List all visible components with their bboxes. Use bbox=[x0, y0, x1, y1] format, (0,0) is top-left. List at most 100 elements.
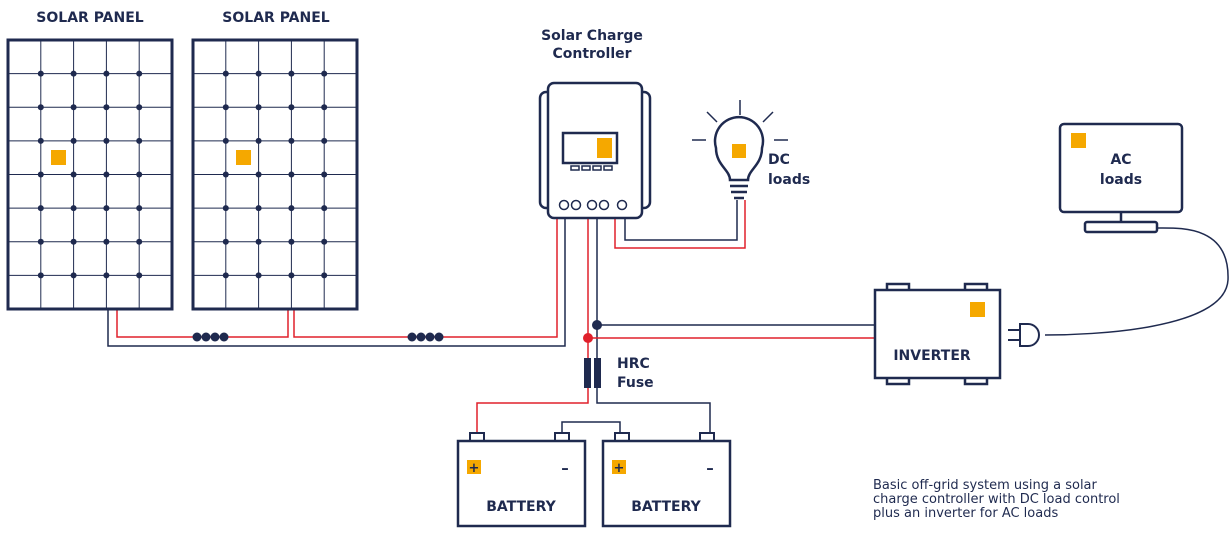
connector-bead bbox=[201, 332, 211, 342]
inverter-icon bbox=[970, 302, 985, 317]
panel-dot bbox=[37, 238, 44, 245]
panel-dot bbox=[70, 205, 77, 212]
panel-dot bbox=[136, 205, 143, 212]
terminal bbox=[598, 199, 610, 211]
panel-dot bbox=[103, 205, 110, 212]
caption: Basic off-grid system using a solar bbox=[873, 478, 1098, 493]
panel-dot bbox=[288, 272, 295, 279]
panel-dot bbox=[288, 104, 295, 111]
ac-cable bbox=[1044, 227, 1229, 336]
ac-load-icon bbox=[1071, 133, 1086, 148]
negative-sign: – bbox=[706, 459, 714, 477]
panel-dot bbox=[255, 104, 262, 111]
junction bbox=[583, 333, 593, 343]
controller-label: Solar Charge bbox=[541, 28, 643, 44]
panel-dot bbox=[255, 272, 262, 279]
panels bbox=[6, 38, 444, 342]
wire bbox=[476, 388, 589, 438]
panel-dot bbox=[321, 137, 328, 144]
panel-dot bbox=[37, 137, 44, 144]
button bbox=[570, 165, 580, 171]
panel-dot bbox=[222, 70, 229, 77]
panel-dot bbox=[103, 272, 110, 279]
caption: charge controller with DC load control bbox=[873, 492, 1120, 507]
panel-dot bbox=[103, 104, 110, 111]
panel-dot bbox=[136, 137, 143, 144]
panel-dot bbox=[255, 171, 262, 178]
connector-bead bbox=[219, 332, 229, 342]
ray bbox=[762, 111, 774, 123]
button bbox=[581, 165, 591, 171]
caption: plus an inverter for AC loads bbox=[873, 506, 1058, 521]
fuse bbox=[584, 358, 601, 388]
panel-dot bbox=[222, 104, 229, 111]
fuse-part bbox=[584, 358, 591, 388]
ac-loads-label: AC bbox=[1110, 152, 1131, 168]
panel-icon bbox=[51, 150, 66, 165]
junction bbox=[592, 320, 602, 330]
battery-label: BATTERY bbox=[631, 499, 701, 515]
panel-dot bbox=[255, 137, 262, 144]
wire bbox=[624, 200, 738, 241]
wires bbox=[107, 200, 1229, 438]
panel-dot bbox=[321, 238, 328, 245]
panel-dot bbox=[37, 171, 44, 178]
fuse-part bbox=[594, 358, 601, 388]
negative-sign: – bbox=[561, 459, 569, 477]
wire bbox=[116, 309, 289, 338]
terminal bbox=[558, 199, 570, 211]
panel-dot bbox=[288, 70, 295, 77]
panel-label: SOLAR PANEL bbox=[36, 10, 143, 26]
panel-dot bbox=[222, 272, 229, 279]
panel-dot bbox=[37, 272, 44, 279]
panel-dot bbox=[255, 238, 262, 245]
panel-dot bbox=[136, 272, 143, 279]
button bbox=[603, 165, 613, 171]
dc-loads-label: DC bbox=[768, 152, 790, 168]
fuse-label: HRC bbox=[617, 356, 650, 372]
panel-dot bbox=[222, 205, 229, 212]
ray bbox=[706, 111, 718, 123]
connector-bead bbox=[434, 332, 444, 342]
battery-body bbox=[601, 439, 732, 528]
dc-loads-label: loads bbox=[768, 172, 810, 188]
panel-dot bbox=[70, 70, 77, 77]
terminal bbox=[616, 199, 628, 211]
battery-label: BATTERY bbox=[486, 499, 556, 515]
connector-bead bbox=[407, 332, 417, 342]
battery-body bbox=[456, 439, 587, 528]
panel-dot bbox=[70, 137, 77, 144]
dc-load-icon bbox=[732, 144, 746, 158]
wire bbox=[561, 421, 621, 438]
panel-dot bbox=[222, 171, 229, 178]
panel-dot bbox=[103, 238, 110, 245]
panel-dot bbox=[103, 171, 110, 178]
panel-dot bbox=[103, 70, 110, 77]
panel-dot bbox=[103, 137, 110, 144]
monitor-stand bbox=[1083, 220, 1159, 234]
wire bbox=[614, 200, 746, 249]
connector-bead bbox=[416, 332, 426, 342]
positive-sign: + bbox=[469, 461, 480, 476]
panel-dot bbox=[321, 171, 328, 178]
panel-dot bbox=[136, 70, 143, 77]
panel-dot bbox=[255, 205, 262, 212]
positive-box bbox=[467, 460, 481, 474]
panel-dot bbox=[222, 238, 229, 245]
panel-dot bbox=[70, 104, 77, 111]
panel-icon bbox=[236, 150, 251, 165]
inverter bbox=[873, 282, 1040, 386]
panel-dot bbox=[70, 238, 77, 245]
terminal bbox=[570, 199, 582, 211]
batteries: + – BATTERY + – BATTERY bbox=[456, 432, 732, 528]
wire bbox=[596, 388, 711, 438]
display-icon bbox=[597, 138, 612, 158]
connector-bead bbox=[192, 332, 202, 342]
button bbox=[592, 165, 602, 171]
connector-bead bbox=[425, 332, 435, 342]
panel-dot bbox=[321, 70, 328, 77]
panel-dot bbox=[321, 272, 328, 279]
panel-dot bbox=[321, 104, 328, 111]
fuse-label: Fuse bbox=[617, 375, 654, 391]
